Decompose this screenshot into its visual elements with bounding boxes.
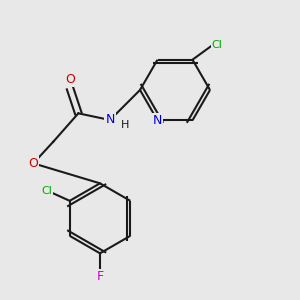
Text: N: N: [105, 113, 115, 127]
Text: Cl: Cl: [41, 186, 52, 196]
Text: O: O: [65, 74, 75, 86]
Text: N: N: [153, 114, 162, 127]
Text: O: O: [28, 157, 38, 170]
Text: Cl: Cl: [212, 40, 222, 50]
Text: H: H: [121, 120, 129, 130]
Text: F: F: [96, 269, 103, 283]
